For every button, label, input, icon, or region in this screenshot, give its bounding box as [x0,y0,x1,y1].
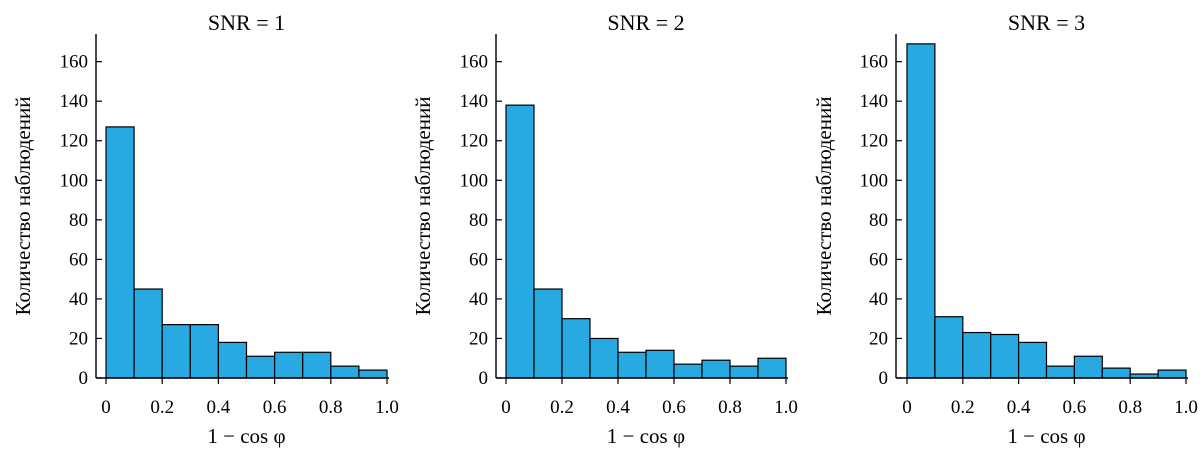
histogram-bar [589,337,619,379]
y-tick-label: 160 [60,52,89,73]
y-tick-label: 120 [860,131,889,152]
chart-panel-2: 0 20 40 60 80 100 120 140 160 0 0.2 0.4 0.6 0.8 1.0 SNR… [411,10,798,448]
y-tick-label: 60 [469,249,488,270]
histogram-bar [330,365,360,379]
x-tick-label: 0.4 [606,397,630,418]
histogram-bar [161,324,191,379]
histogram-bar [701,359,731,379]
y-tick-label: 20 [869,328,888,349]
x-tick-label: 0.2 [150,397,174,418]
x-tick-label: 0.4 [207,397,231,418]
y-tick-label: 100 [460,170,489,191]
y-tick-label: 60 [869,249,888,270]
histogram-bar [505,104,535,379]
x-tick-label: 0.6 [1063,397,1087,418]
chart-title: SNR = 2 [607,10,684,35]
y-tick-label: 100 [60,170,89,191]
y-tick-label: 140 [860,91,889,112]
histogram-bar [673,363,703,379]
histogram-bar [617,351,647,379]
y-tick-label: 0 [79,368,89,389]
x-tick-label: 0.4 [1007,397,1031,418]
histogram-bar [757,357,787,379]
y-tick-label: 100 [860,170,889,191]
y-axis-label: Количество наблюдений [11,97,35,316]
y-tick-label: 60 [69,249,88,270]
y-tick-label: 160 [460,52,489,73]
y-tick-label: 20 [469,328,488,349]
histogram-bar [1157,369,1187,379]
histogram-bar [189,324,220,379]
x-tick-label: 0.2 [550,397,574,418]
histogram-bar [962,331,992,379]
y-tick-label: 40 [469,289,488,310]
y-tick-label: 120 [460,131,489,152]
histogram-bar [274,351,304,379]
y-axis-label: Количество наблюдений [812,97,836,316]
x-tick-label: 0.6 [263,397,287,418]
y-tick-label: 80 [69,210,88,231]
chart-title: SNR = 1 [208,10,285,35]
histogram-bar [105,126,135,379]
y-tick-label: 120 [60,131,89,152]
x-tick-label: 0.8 [1118,397,1142,418]
histogram-bar [561,318,591,379]
histogram-bar [1073,355,1103,379]
histogram-bar [906,43,936,379]
histogram-bar [533,288,563,379]
y-tick-label: 140 [60,91,89,112]
x-tick-label: 0 [501,397,511,418]
x-tick-label: 0 [101,397,111,418]
x-tick-label: 1.0 [1174,397,1198,418]
x-tick-label: 1.0 [375,397,399,418]
y-tick-label: 40 [69,289,88,310]
x-tick-label: 1.0 [774,397,798,418]
y-tick-label: 0 [479,368,489,389]
x-axis-label: 1 − cos φ [207,424,285,448]
y-tick-label: 80 [469,210,488,231]
x-tick-label: 0.8 [319,397,343,418]
y-tick-label: 40 [869,289,888,310]
histogram-bar [245,355,276,379]
histogram-bar [990,333,1020,379]
x-tick-label: 0.2 [951,397,975,418]
histogram-bar [217,341,248,379]
y-tick-label: 0 [879,368,889,389]
histogram-bar [1017,341,1048,379]
x-axis-label: 1 − cos φ [1007,424,1085,448]
x-tick-label: 0 [902,397,912,418]
histogram-bar [302,351,332,379]
x-tick-label: 0.8 [718,397,742,418]
histogram-bar [729,365,759,379]
histogram-bar [1101,367,1131,379]
chart-panel-1: 0 20 40 60 80 100 120 140 160 0 0.2 0.4 0.6 0.8 1.0 SNR… [11,10,399,448]
x-axis-label: 1 − cos φ [607,424,685,448]
histogram-bar [133,288,163,379]
histogram-bar [1045,365,1075,379]
y-tick-label: 20 [69,328,88,349]
y-axis-label: Количество наблюдений [411,97,435,316]
chart-panel-3: 0 20 40 60 80 100 120 140 160 0 0.2 0.4 0.6 0.8 1.0 SNR… [812,10,1198,448]
histogram-bar [358,369,388,379]
y-tick-label: 140 [460,91,489,112]
histogram-bar [934,316,964,379]
chart-title: SNR = 3 [1008,10,1085,35]
x-tick-label: 0.6 [662,397,686,418]
y-tick-label: 160 [860,52,889,73]
y-tick-label: 80 [869,210,888,231]
histogram-bar [645,349,675,379]
